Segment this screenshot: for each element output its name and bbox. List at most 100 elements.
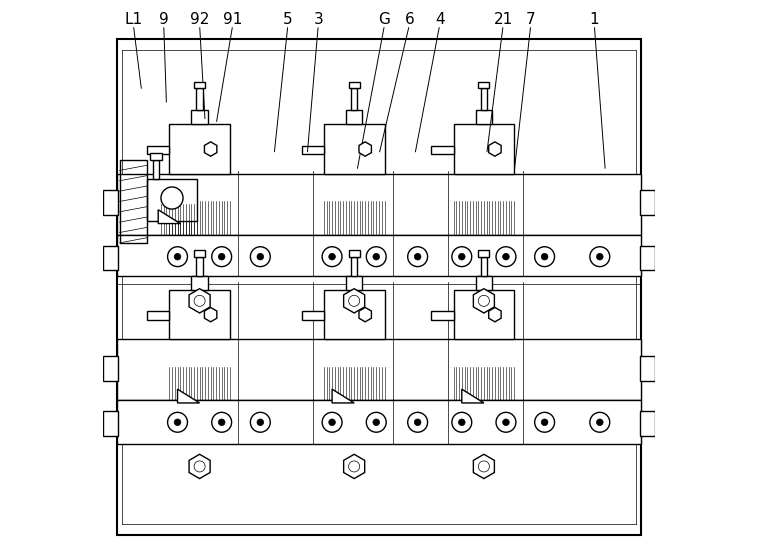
Circle shape [503, 419, 509, 426]
Circle shape [541, 419, 548, 426]
Circle shape [590, 247, 609, 267]
Circle shape [168, 412, 187, 432]
Text: 7: 7 [526, 12, 536, 27]
Circle shape [174, 253, 181, 260]
Bar [169, 124, 230, 174]
Bar [147, 146, 169, 154]
Polygon shape [177, 389, 199, 403]
Bar [475, 110, 492, 124]
Polygon shape [489, 307, 501, 322]
Bar [346, 276, 362, 290]
Circle shape [174, 419, 181, 426]
Circle shape [366, 247, 386, 267]
Bar [117, 174, 641, 235]
Text: 21: 21 [493, 12, 513, 27]
Circle shape [597, 419, 603, 426]
Circle shape [211, 247, 232, 267]
Text: 5: 5 [283, 12, 293, 27]
Circle shape [452, 247, 471, 267]
Bar [349, 82, 360, 88]
Circle shape [373, 253, 380, 260]
Text: 3: 3 [313, 12, 323, 27]
Bar [324, 290, 384, 339]
Circle shape [366, 412, 386, 432]
Circle shape [257, 253, 264, 260]
Circle shape [329, 419, 335, 426]
Circle shape [415, 419, 421, 426]
Circle shape [349, 295, 360, 306]
Bar [120, 160, 147, 243]
Circle shape [250, 412, 271, 432]
Text: 92: 92 [190, 12, 209, 27]
Polygon shape [473, 454, 494, 479]
Bar [103, 190, 118, 215]
Circle shape [597, 253, 603, 260]
Circle shape [478, 461, 490, 472]
Bar [481, 257, 487, 276]
Bar [640, 190, 655, 215]
Text: 91: 91 [223, 12, 243, 27]
Bar [117, 339, 641, 400]
Circle shape [534, 412, 555, 432]
Bar [351, 257, 358, 276]
Circle shape [322, 247, 342, 267]
Bar [302, 146, 324, 154]
Circle shape [194, 295, 205, 306]
Circle shape [459, 419, 465, 426]
Polygon shape [359, 142, 371, 156]
Bar [117, 400, 641, 444]
Bar [453, 290, 514, 339]
Polygon shape [359, 307, 371, 322]
Circle shape [218, 419, 225, 426]
Circle shape [329, 253, 335, 260]
Bar [475, 276, 492, 290]
Bar [324, 124, 384, 174]
Polygon shape [462, 389, 484, 403]
Bar [351, 88, 358, 110]
Bar [117, 235, 641, 276]
Bar [640, 411, 655, 436]
Text: 9: 9 [159, 12, 168, 27]
Bar [169, 290, 230, 339]
Circle shape [373, 419, 380, 426]
Bar [346, 110, 362, 124]
Circle shape [541, 253, 548, 260]
Circle shape [322, 412, 342, 432]
Bar [151, 153, 161, 160]
Circle shape [408, 412, 428, 432]
Bar [302, 311, 324, 320]
Circle shape [478, 295, 490, 306]
Bar [191, 276, 208, 290]
Circle shape [496, 412, 516, 432]
Polygon shape [343, 454, 365, 479]
Text: L1: L1 [124, 12, 143, 27]
Bar [478, 250, 490, 257]
Bar [103, 411, 118, 436]
Circle shape [168, 247, 187, 267]
Polygon shape [332, 389, 354, 403]
Text: 4: 4 [435, 12, 444, 27]
Circle shape [349, 461, 360, 472]
Circle shape [408, 247, 428, 267]
Bar [196, 88, 203, 110]
Polygon shape [473, 289, 494, 313]
Circle shape [503, 253, 509, 260]
Bar [194, 250, 205, 257]
Circle shape [211, 412, 232, 432]
Polygon shape [158, 210, 180, 224]
Bar [194, 82, 205, 88]
Text: 6: 6 [405, 12, 414, 27]
Bar [103, 246, 118, 270]
Polygon shape [205, 307, 217, 322]
Circle shape [161, 187, 183, 209]
Polygon shape [205, 142, 217, 156]
Circle shape [534, 247, 555, 267]
Bar [191, 110, 208, 124]
Text: G: G [378, 12, 390, 27]
Polygon shape [189, 454, 210, 479]
Polygon shape [343, 289, 365, 313]
Circle shape [452, 412, 471, 432]
Circle shape [459, 253, 465, 260]
Circle shape [415, 253, 421, 260]
Bar [103, 356, 118, 381]
